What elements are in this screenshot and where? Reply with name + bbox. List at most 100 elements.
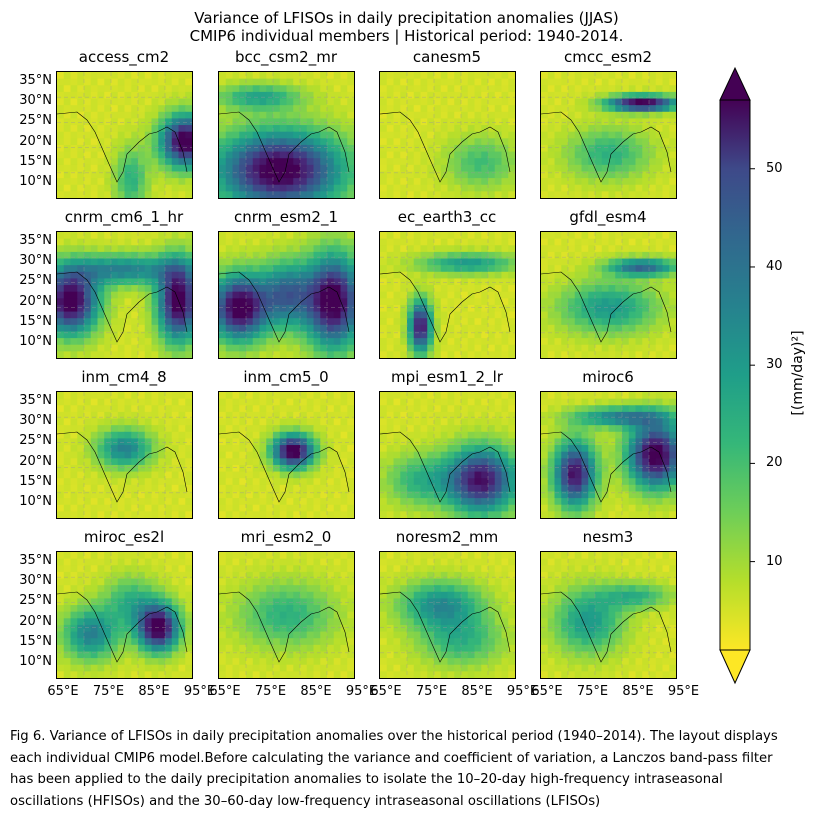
heatmap-cell — [333, 144, 342, 153]
heatmap-cell — [574, 298, 583, 306]
heatmap-cell — [434, 451, 442, 459]
heatmap-cell — [568, 464, 576, 473]
heatmap-cell — [151, 418, 159, 426]
heatmap-cell — [622, 478, 630, 486]
heatmap-cell — [70, 398, 78, 406]
heatmap-cell — [259, 471, 267, 479]
heatmap-cell — [90, 451, 99, 459]
heatmap-cell — [635, 78, 643, 86]
heatmap-cell — [608, 125, 616, 133]
heatmap-cell — [386, 511, 395, 518]
heatmap-cell — [340, 191, 348, 198]
heatmap-cell — [347, 85, 354, 93]
heatmap-cell — [144, 578, 153, 586]
heatmap-cell — [327, 491, 335, 499]
heatmap-cell — [340, 125, 348, 133]
heatmap-cell — [481, 331, 489, 339]
heatmap-cell — [655, 285, 664, 293]
heatmap-cell — [273, 418, 281, 426]
heatmap-cell — [434, 171, 442, 179]
heatmap-cell — [327, 338, 335, 346]
heatmap-cell — [474, 91, 482, 100]
heatmap-cell — [77, 498, 85, 506]
heatmap-cell — [608, 338, 616, 346]
heatmap-cell — [568, 338, 576, 346]
heatmap-cell — [111, 304, 119, 313]
heatmap-cell — [266, 98, 274, 106]
heatmap-cell — [124, 85, 132, 93]
heatmap-cell — [111, 98, 119, 106]
heatmap-cell — [386, 411, 395, 420]
heatmap-cell — [117, 285, 126, 293]
map-panel — [540, 391, 677, 519]
heatmap-cell — [178, 271, 186, 280]
heatmap-cell — [144, 344, 153, 352]
heatmap-cell — [628, 72, 637, 80]
heatmap-cell — [171, 138, 180, 146]
heatmap-cell — [386, 184, 395, 192]
variance-heatmap — [219, 232, 354, 358]
heatmap-cell — [413, 78, 422, 86]
heatmap-cell — [474, 351, 482, 358]
heatmap-cell — [508, 318, 515, 326]
heatmap-cell — [595, 232, 603, 240]
heatmap-cell — [474, 125, 482, 133]
heatmap-cell — [84, 458, 92, 466]
heatmap-cell — [434, 164, 442, 173]
heatmap-cell — [574, 158, 583, 166]
heatmap-cell — [97, 245, 105, 253]
heatmap-cell — [508, 151, 515, 159]
heatmap-cell — [547, 498, 556, 506]
heatmap-cell — [158, 171, 166, 179]
heatmap-cell — [70, 425, 78, 433]
heatmap-cell — [320, 498, 328, 506]
heatmap-cell — [144, 311, 153, 319]
heatmap-cell — [117, 558, 126, 566]
heatmap-cell — [655, 258, 664, 266]
heatmap-cell — [279, 125, 288, 133]
heatmap-cell — [554, 311, 562, 319]
heatmap-cell — [57, 578, 65, 586]
heatmap-cell — [232, 298, 240, 306]
heatmap-cell — [615, 191, 623, 198]
heatmap-cell — [246, 131, 254, 139]
heatmap-cell — [313, 458, 321, 466]
heatmap-cell — [427, 311, 435, 319]
heatmap-cell — [393, 338, 401, 346]
heatmap-cell — [628, 298, 637, 306]
heatmap-cell — [581, 471, 589, 479]
heatmap-cell — [561, 91, 569, 100]
heatmap-cell — [427, 398, 435, 406]
heatmap-cell — [124, 138, 132, 146]
heatmap-cell — [252, 291, 261, 299]
coastline — [541, 111, 672, 183]
heatmap-cell — [649, 438, 657, 446]
heatmap-cell — [70, 511, 78, 518]
heatmap-cell — [347, 105, 354, 113]
heatmap-cell — [461, 232, 469, 240]
heatmap-cell — [488, 78, 496, 86]
heatmap-cell — [158, 291, 166, 299]
heatmap-cell — [581, 392, 589, 400]
heatmap-cell — [340, 278, 348, 286]
heatmap-cell — [608, 351, 616, 358]
heatmap-cell — [501, 278, 509, 286]
heatmap-cell — [595, 144, 603, 153]
heatmap-cell — [84, 271, 92, 280]
heatmap-cell — [380, 232, 388, 240]
heatmap-cell — [635, 271, 643, 280]
heatmap-cell — [57, 285, 65, 293]
heatmap-cell — [601, 238, 610, 246]
heatmap-cell — [434, 298, 442, 306]
heatmap-cell — [642, 458, 650, 466]
heatmap-cell — [386, 91, 395, 100]
heatmap-cell — [561, 171, 569, 179]
heatmap-cell — [124, 251, 132, 260]
heatmap-cell — [413, 438, 422, 446]
heatmap-cell — [111, 344, 119, 352]
heatmap-cell — [239, 171, 247, 179]
heatmap-cell — [90, 552, 99, 560]
heatmap-cell — [313, 245, 321, 253]
heatmap-cell — [541, 338, 549, 346]
heatmap-cell — [171, 571, 180, 580]
